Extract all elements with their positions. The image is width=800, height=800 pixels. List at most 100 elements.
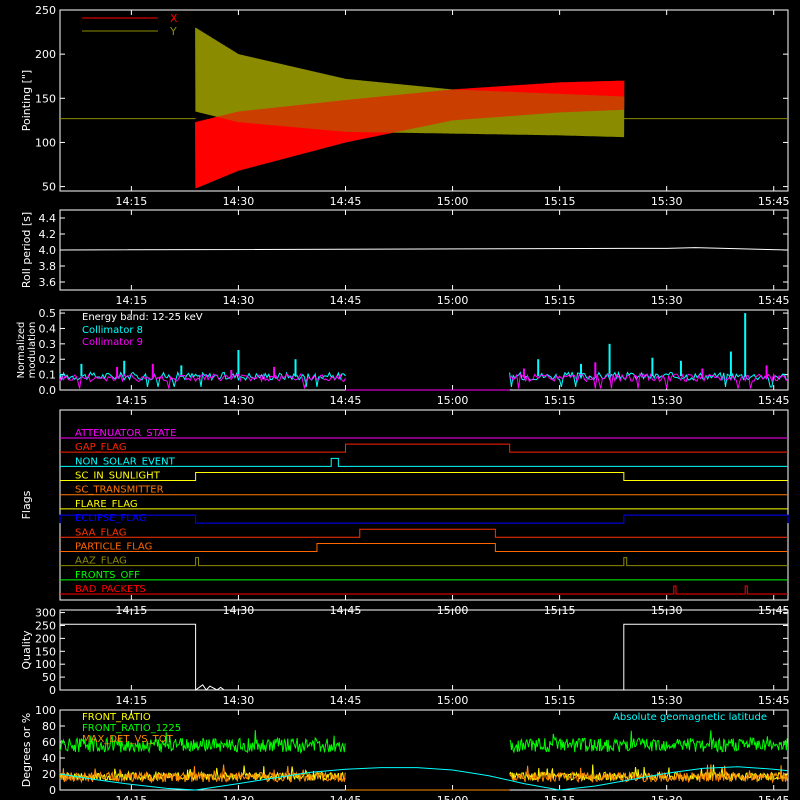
panel-2-ytick-label: 0.1 (39, 369, 57, 382)
legend-label-y: Y (169, 25, 177, 38)
flag-fronts-off-label: FRONTS_OFF (75, 570, 140, 581)
panel-0-ytick-label: 50 (42, 181, 56, 194)
panel-1-xtick-label: 14:45 (330, 294, 362, 307)
panel-5-ytick-label: 40 (42, 752, 56, 765)
legend-label-collimator-8: Collimator 8 (82, 325, 143, 336)
panel-4-ytick-label: 50 (42, 671, 56, 684)
flag-gap-flag-label: GAP_FLAG (75, 442, 127, 453)
flag-sc-transmitter-label: SC_TRANSMITTER (75, 485, 164, 496)
panel-2-xtick-label: 15:00 (437, 394, 469, 407)
panel-4-ylabel: Quality (20, 630, 33, 670)
legend-label-front-ratio: FRONT_RATIO (82, 712, 151, 723)
panel-1-xtick-label: 15:30 (651, 294, 683, 307)
panel-4-xtick-label: 14:15 (116, 694, 148, 707)
panel-1-xtick-label: 14:15 (116, 294, 148, 307)
panel-0-xtick-label: 15:45 (758, 195, 790, 208)
modulation-collimator-8-trace (509, 370, 789, 388)
flag-particle-flag-label: PARTICLE_FLAG (75, 541, 152, 552)
panel-5-xtick-label: 14:30 (223, 794, 255, 800)
panel-0-ytick-label: 100 (35, 136, 56, 149)
panel-1-ylabel: Roll period [s] (20, 212, 33, 288)
legend-label-max-det-vs-tot: MAX_DET_VS_TOT (82, 734, 174, 745)
panel-5-ytick-label: 60 (42, 736, 56, 749)
panel-1-xtick-label: 15:00 (437, 294, 469, 307)
flag-aaz-flag-trace (60, 557, 788, 567)
flag-attenuator-state-label: ATTENUATOR_STATE (75, 428, 176, 439)
panel-4-xtick-label: 15:00 (437, 694, 469, 707)
panel-5-xtick-label: 15:15 (544, 794, 576, 800)
flag-aaz-flag-label: AAZ_FLAG (75, 556, 127, 567)
panel-5-xtick-label: 15:45 (758, 794, 790, 800)
panel-5-ytick-label: 80 (42, 720, 56, 733)
flag-bad-packets-label: BAD_PACKETS (75, 584, 146, 595)
panel-2-xtick-label: 14:15 (116, 394, 148, 407)
flag-bad-packets-trace (60, 585, 788, 595)
panel-1-xtick-label: 15:45 (758, 294, 790, 307)
panel-0-xtick-label: 15:30 (651, 195, 683, 208)
panel-3-ylabel: Flags (20, 490, 33, 519)
panel-2-ytick-label: 0.5 (39, 307, 57, 320)
modulation-collimator-9-trace (59, 372, 346, 389)
panel-2-xtick-label: 15:45 (758, 394, 790, 407)
panel-2-ytick-label: 0.3 (39, 338, 57, 351)
flag-non-solar-event-trace (60, 457, 788, 467)
panel-4-ytick-label: 300 (35, 607, 56, 620)
panel-4-xtick-label: 14:45 (330, 694, 362, 707)
panel-4-xtick-label: 14:30 (223, 694, 255, 707)
flag-flare-flag-label: FLARE_FLAG (75, 499, 138, 510)
panel-0-xtick-label: 14:15 (116, 195, 148, 208)
panel-4-xtick-label: 15:45 (758, 694, 790, 707)
panel-4-ytick-label: 0 (49, 684, 56, 697)
panel-2-ylabel-line1: Normalized (16, 322, 27, 379)
flag-gap-flag-trace (60, 443, 788, 453)
panel-1-ytick-label: 4.0 (39, 244, 57, 257)
panel-1-xtick-label: 15:15 (544, 294, 576, 307)
panel-0-xtick-label: 15:00 (437, 195, 469, 208)
panel-4-ytick-label: 100 (35, 658, 56, 671)
panel-0-frame (59, 9, 789, 192)
panel-0-ytick-label: 150 (35, 92, 56, 105)
flag-sc-in-sunlight-trace (60, 472, 788, 482)
flag-eclipse-flag-label: ECLIPSE_FLAG (75, 513, 146, 524)
legend-label-x: X (170, 12, 178, 25)
panel-2-ytick-label: 0.0 (39, 384, 57, 397)
panel-4-xtick-label: 15:30 (651, 694, 683, 707)
panel-4-ytick-label: 250 (35, 619, 56, 632)
flag-particle-flag-trace (60, 542, 788, 552)
panel-5-ylabel: Degrees or % (20, 713, 33, 787)
panel-1-ytick-label: 3.6 (39, 276, 57, 289)
ratio-front-ratio-1225-trace (59, 730, 346, 754)
panel-2-xtick-label: 15:15 (544, 394, 576, 407)
panel-5-ytick-label: 20 (42, 768, 56, 781)
panel-0-xtick-label: 14:30 (223, 195, 255, 208)
ratio-max-det-vs-tot-trace (59, 764, 346, 784)
panel-3-frame (59, 409, 789, 601)
panel-0-xtick-label: 15:15 (544, 195, 576, 208)
panel-4-ytick-label: 150 (35, 645, 56, 658)
energy-band-annotation: Energy band: 12-25 keV (82, 312, 203, 323)
legend-label-collimator-9: Collimator 9 (82, 337, 143, 348)
panel-5-xtick-label: 14:45 (330, 794, 362, 800)
flag-eclipse-flag-trace (59, 514, 789, 524)
panel-5-xtick-label: 14:15 (116, 794, 148, 800)
panel-5-xtick-label: 15:00 (437, 794, 469, 800)
panel-1-xtick-label: 14:30 (223, 294, 255, 307)
legend-label-geomagnetic-latitude: Absolute geomagnetic latitude (613, 712, 767, 723)
pointing-series-x (195, 80, 625, 189)
modulation-collimator-8-trace (59, 370, 346, 388)
legend-label-front-ratio-1225: FRONT_RATIO_1225 (82, 723, 181, 734)
pointing-series-y (195, 27, 625, 138)
panel-0-ytick-label: 200 (35, 48, 56, 61)
panel-0-ylabel: Pointing ["] (20, 70, 33, 131)
flag-saa-flag-label: SAA_FLAG (75, 527, 126, 538)
panel-0-xtick-label: 14:45 (330, 195, 362, 208)
ratio-max-det-vs-tot-trace (509, 764, 788, 784)
panel-0-ytick-label: 250 (35, 4, 56, 17)
panel-2-ylabel-line2: modulation (27, 322, 38, 379)
panel-2-xtick-label: 15:30 (651, 394, 683, 407)
panel-2-xtick-label: 14:30 (223, 394, 255, 407)
panel-1-ytick-label: 4.2 (39, 228, 57, 241)
panel-2-xtick-label: 14:45 (330, 394, 362, 407)
quality-line (60, 623, 788, 691)
